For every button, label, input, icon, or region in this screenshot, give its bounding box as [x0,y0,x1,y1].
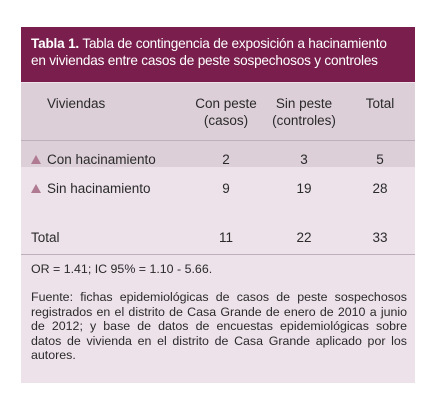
total-total: 33 [372,230,388,245]
odds-ratio-note: OR = 1.41; IC 95% = 1.10 - 5.66. [31,262,213,276]
header-con-peste-line2: (casos) [203,113,249,128]
cell-con-peste: 2 [222,152,230,167]
table-number: Tabla 1. [31,36,80,51]
cell-total: 28 [372,181,388,196]
header-sin-peste-line2: (controles) [272,113,336,128]
table-title-text: Tabla de contingencia de exposición a ha… [31,36,387,68]
cell-sin-peste: 3 [300,152,308,167]
header-total: Total [365,96,395,111]
footer-divider [21,254,415,255]
cell-total: 5 [376,152,384,167]
column-header-row: Viviendas Con peste (casos) Sin peste (c… [21,83,415,167]
cell-con-peste: 9 [222,181,230,196]
source-note: Fuente: fichas epidemiológicas de casos … [31,290,407,362]
header-viviendas: Viviendas [47,96,106,111]
triangle-bullet-icon [31,155,41,164]
cell-sin-peste: 19 [296,181,312,196]
total-sin-peste: 22 [296,230,312,245]
header-divider [21,140,415,141]
header-con-peste-line1: Con peste [195,96,257,111]
table-box: Tabla 1. Tabla de contingencia de exposi… [21,27,415,383]
table-title: Tabla 1. Tabla de contingencia de exposi… [21,27,415,82]
total-con-peste: 11 [218,230,233,245]
row-label: Con hacinamiento [31,151,156,168]
triangle-bullet-icon [31,184,41,193]
header-sin-peste-line1: Sin peste [275,96,333,111]
row-label: Sin hacinamiento [31,180,151,197]
total-label: Total [31,230,60,245]
